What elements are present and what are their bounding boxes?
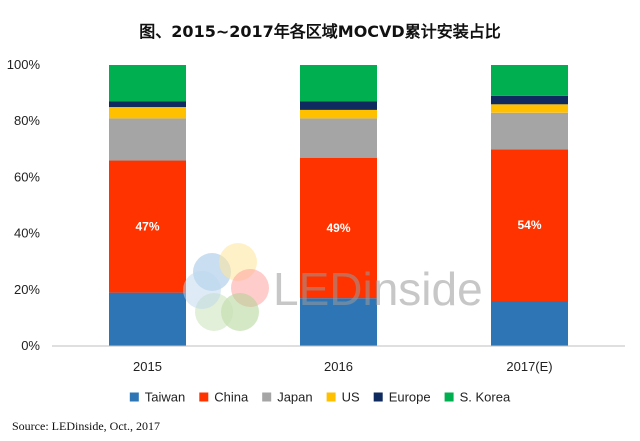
legend-swatch xyxy=(326,392,336,402)
legend-swatch xyxy=(262,392,272,402)
bar-china-2017-e xyxy=(491,149,568,301)
bar-japan-2017-e xyxy=(491,112,568,150)
bar-us-2016 xyxy=(300,110,377,119)
bars: 47% 49% 54% xyxy=(109,65,568,346)
ledinside-watermark-logo: LEDinside xyxy=(183,243,483,331)
legend-label: Japan xyxy=(277,390,312,405)
legend-item-japan: Japan xyxy=(262,390,313,405)
bar-china-2015 xyxy=(109,160,186,293)
bar-us-2017-e xyxy=(491,104,568,113)
bar-s-korea-2015 xyxy=(109,65,186,102)
legend-item-china: China xyxy=(199,390,249,405)
data-label-china-2017-e: 54% xyxy=(517,218,541,232)
bar-china-2016 xyxy=(300,157,377,299)
legend: Taiwan China Japan US Europe S. Korea xyxy=(129,390,511,405)
bar-europe-2017-e xyxy=(491,95,568,105)
y-tick-label: 100% xyxy=(7,57,41,72)
legend-swatch xyxy=(444,392,454,402)
x-tick-label: 2016 xyxy=(324,359,353,374)
y-tick-label: 40% xyxy=(14,226,40,241)
legend-label: S. Korea xyxy=(460,390,511,405)
bar-us-2015 xyxy=(109,107,186,119)
data-label-china-2015: 47% xyxy=(135,220,159,234)
legend-swatch xyxy=(199,392,209,402)
x-axis: 2015 2016 2017(E) xyxy=(52,345,625,374)
x-tick-label: 2015 xyxy=(133,359,162,374)
bar-s-korea-2017-e xyxy=(491,65,568,96)
chart-title: 图、2015~2017年各区域MOCVD累计安装占比 xyxy=(139,22,500,41)
y-axis: 0% 20% 40% 60% 80% 100% xyxy=(7,57,41,353)
data-label-china-2016: 49% xyxy=(326,221,350,235)
legend-label: Taiwan xyxy=(145,390,185,405)
legend-item-us: US xyxy=(326,390,360,405)
y-tick-label: 80% xyxy=(14,113,40,128)
source-note: Source: LEDinside, Oct., 2017 xyxy=(12,419,160,433)
watermark-petal xyxy=(221,293,259,331)
bar-europe-2015 xyxy=(109,101,186,108)
bar-japan-2015 xyxy=(109,118,186,161)
legend-swatch xyxy=(129,392,139,402)
legend-label: Europe xyxy=(389,390,431,405)
y-tick-label: 20% xyxy=(14,282,40,297)
legend-label: US xyxy=(342,390,360,405)
x-tick-label: 2017(E) xyxy=(506,359,552,374)
bar-s-korea-2016 xyxy=(300,65,377,102)
bar-taiwan-2015 xyxy=(109,292,186,346)
legend-label: China xyxy=(214,390,249,405)
bar-taiwan-2016 xyxy=(300,298,377,346)
y-tick-label: 60% xyxy=(14,169,40,184)
watermark-petal xyxy=(183,271,221,309)
legend-item-europe: Europe xyxy=(373,390,431,405)
y-tick-label: 0% xyxy=(21,338,40,353)
bar-europe-2016 xyxy=(300,101,377,110)
legend-item-taiwan: Taiwan xyxy=(129,390,185,405)
legend-swatch xyxy=(373,392,383,402)
bar-japan-2016 xyxy=(300,118,377,158)
watermark-text: LEDinside xyxy=(273,263,483,315)
bar-taiwan-2017-e xyxy=(491,301,568,346)
legend-item-s-korea: S. Korea xyxy=(444,390,511,405)
